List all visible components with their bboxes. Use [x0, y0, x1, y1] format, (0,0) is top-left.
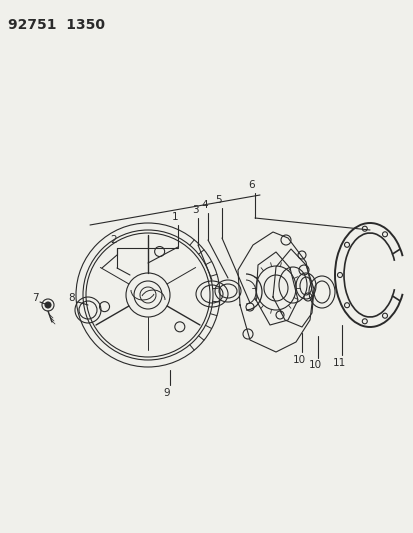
Circle shape	[45, 302, 51, 308]
Text: 5: 5	[215, 195, 222, 205]
Text: 1: 1	[171, 212, 178, 222]
Text: 7: 7	[32, 293, 38, 303]
Text: 6: 6	[248, 180, 255, 190]
Text: 4: 4	[201, 200, 208, 210]
Text: 92751  1350: 92751 1350	[8, 18, 105, 32]
Text: 10: 10	[292, 355, 305, 365]
Text: 3: 3	[191, 205, 198, 215]
Text: 9: 9	[163, 388, 170, 398]
Text: 2: 2	[110, 235, 117, 245]
Text: 8: 8	[69, 293, 75, 303]
Text: 11: 11	[332, 358, 345, 368]
Text: 10: 10	[308, 360, 321, 370]
